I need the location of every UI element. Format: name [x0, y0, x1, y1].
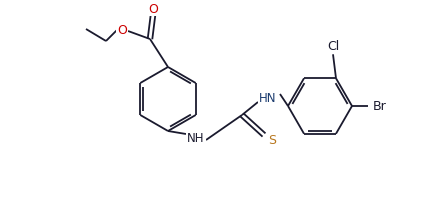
- Text: NH: NH: [187, 131, 205, 144]
- Text: S: S: [268, 134, 276, 147]
- Text: O: O: [117, 23, 127, 36]
- Text: O: O: [148, 2, 158, 15]
- Text: HN: HN: [259, 91, 277, 104]
- Text: Br: Br: [373, 100, 387, 113]
- Text: Cl: Cl: [327, 40, 339, 53]
